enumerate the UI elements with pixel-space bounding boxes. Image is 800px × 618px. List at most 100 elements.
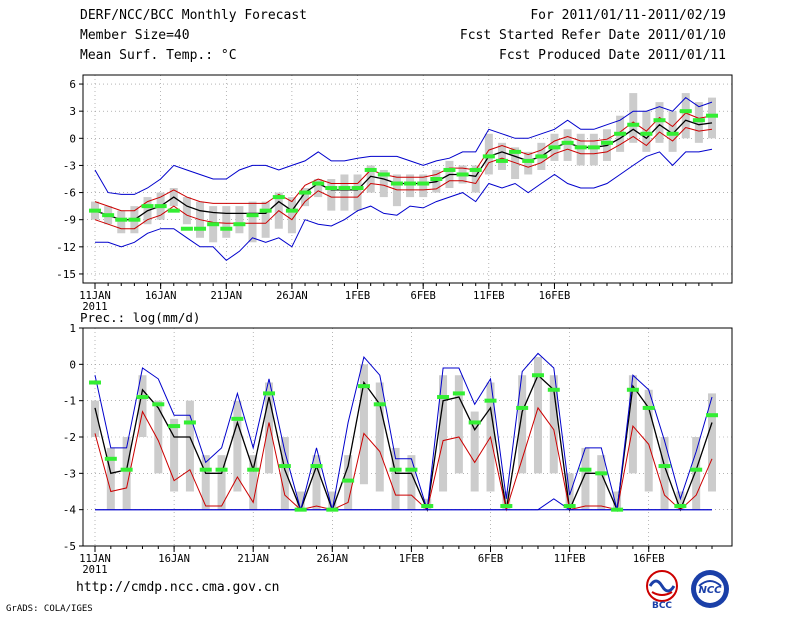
prec-spread-box (375, 382, 384, 492)
prec-observed-point (579, 467, 592, 472)
temp-observed-point (522, 158, 535, 163)
temp-observed-point (207, 222, 220, 227)
prec-observed-point (437, 395, 450, 400)
prec-spread-box (581, 447, 590, 510)
header-right: For 2011/01/11-2011/02/19 Fcst Started Re… (460, 6, 726, 66)
prec-observed-point (373, 402, 386, 407)
temp-spread-box (379, 169, 388, 198)
temp-series-spread-upper (94, 112, 713, 212)
prec-spread-box (597, 455, 606, 510)
prec-observed-point (215, 467, 228, 472)
temp-spread-box (419, 174, 428, 198)
prec-observed-point (263, 391, 276, 396)
forecast-period: For 2011/01/11-2011/02/19 (530, 8, 726, 23)
produced-date: Fcst Produced Date 2011/01/11 (499, 48, 726, 63)
temp-spread-box (327, 179, 336, 211)
temp-observed-point (390, 181, 403, 186)
prec-spread-box (502, 491, 511, 510)
temp-observed-point (692, 118, 705, 123)
prec-observed-point (516, 405, 529, 410)
prec-series-ensemble-mean (94, 374, 713, 513)
bcc-logo: BCC (646, 570, 678, 610)
temp-spread-box (261, 201, 270, 238)
temp-x-tick-label: 6FEB (411, 290, 436, 302)
temp-observed-point (325, 186, 338, 191)
prec-spread-box (217, 455, 226, 510)
temp-observed-point (233, 222, 246, 227)
prec-observed-point (342, 478, 355, 483)
temp-spread-box (353, 174, 362, 211)
prec-x-tick-label: 6FEB (478, 553, 503, 565)
temp-observed-point (587, 145, 600, 150)
prec-spread-box (280, 437, 289, 510)
temp-observed-point (574, 145, 587, 150)
prec-x-tick-label: 21JAN (237, 553, 269, 565)
prec-spread-box (644, 389, 653, 492)
temp-x-tick-label: 11FEB (473, 290, 505, 302)
prec-spread-box (628, 375, 637, 474)
prec-y-tick-label: 1 (69, 322, 76, 335)
prec-observed-point (278, 464, 291, 469)
prec-spread-box (660, 437, 669, 510)
temp-spread-box (629, 93, 638, 143)
temp-y-tick-label: -15 (56, 268, 76, 281)
temp-observed-point (272, 195, 285, 200)
prec-spread-box (359, 364, 368, 485)
temp-observed-point (706, 113, 718, 118)
ncc-logo: NCC (691, 570, 729, 608)
prec-x-tick-label: 16FEB (633, 553, 665, 565)
temp-observed-point (220, 226, 233, 231)
prec-spread-box (407, 455, 416, 510)
start-date: Fcst Started Refer Date 2011/01/10 (459, 28, 726, 43)
temp-observed-point (443, 167, 456, 172)
temp-observed-point (180, 226, 193, 231)
prec-spread-box (91, 400, 99, 437)
prec-observed-point (642, 405, 655, 410)
prec-observed-point (183, 420, 196, 425)
prec-spread-box (676, 491, 685, 510)
prec-x-year-label: 2011 (82, 564, 107, 576)
temp-y-tick-label: 3 (69, 105, 76, 118)
temp-y-tick-label: -3 (63, 159, 76, 172)
prec-observed-point (152, 402, 165, 407)
temp-x-year-label: 2011 (82, 301, 107, 313)
prec-observed-point (706, 413, 718, 418)
temp-x-tick-label: 26JAN (276, 290, 308, 302)
temp-observed-point (653, 118, 666, 123)
temp-spread-box (314, 179, 323, 198)
source-url[interactable]: http://cmdp.ncc.cma.gov.cn (76, 580, 280, 595)
temp-observed-point (640, 131, 653, 136)
temp-observed-point (417, 181, 430, 186)
temp-spread-box (471, 165, 480, 193)
prec-spread-box (170, 418, 179, 492)
temp-observed-point (154, 204, 167, 209)
prec-observed-point (563, 504, 576, 509)
prec-observed-point (294, 507, 307, 512)
temp-y-tick-label: -12 (56, 241, 76, 254)
temp-observed-point (246, 213, 259, 218)
prec-spread-box (296, 491, 305, 510)
prec-y-tick-label: 0 (69, 358, 76, 371)
temp-spread-box (484, 133, 493, 175)
prec-observed-point (547, 387, 560, 392)
temp-observed-point (338, 186, 351, 191)
prec-observed-point (357, 384, 370, 389)
temp-spread-box (694, 102, 703, 143)
temp-observed-point (128, 217, 141, 222)
temp-spread-box (524, 151, 533, 175)
temp-spread-box (287, 197, 296, 234)
temp-observed-point (404, 181, 417, 186)
prec-observed-point (421, 504, 434, 509)
temp-x-tick-label: 1FEB (345, 290, 370, 302)
prec-y-tick-label: -1 (63, 395, 76, 408)
prec-spread-box (249, 455, 258, 510)
prec-observed-point (405, 467, 418, 472)
temp-observed-point (679, 109, 692, 114)
temp-spread-box (563, 129, 572, 161)
prec-spread-box (233, 400, 242, 492)
temp-observed-point (469, 167, 482, 172)
prec-observed-point (247, 467, 260, 472)
prec-observed-point (611, 507, 624, 512)
temp-observed-point (364, 167, 377, 172)
prec-observed-point (531, 373, 544, 378)
